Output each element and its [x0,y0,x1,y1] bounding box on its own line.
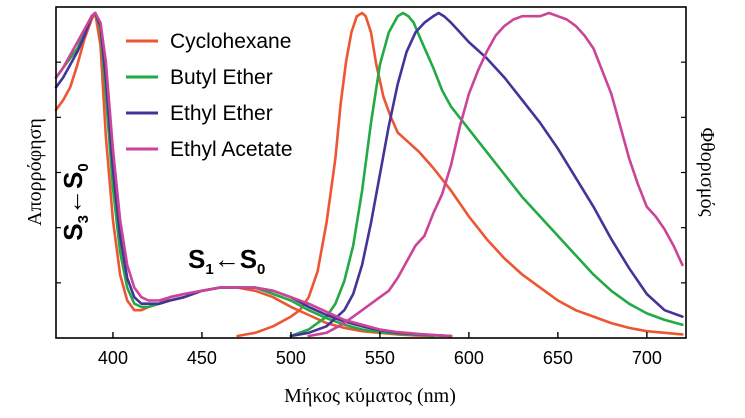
x-tick-label: 550 [365,348,395,368]
series-line-fluorescence [236,11,684,338]
legend-label: Ethyl Ether [170,102,273,125]
series-line-fluorescence [289,11,684,338]
y-axis-title-left: Απορρόφηση [24,118,46,226]
x-tick-label: 450 [187,348,217,368]
plot-area [54,11,684,338]
series-line-absorption [54,11,435,338]
series-line-fluorescence [307,11,684,338]
series-line-fluorescence [289,11,684,338]
series-line-absorption [54,11,453,338]
x-tick-label: 650 [543,348,573,368]
legend-label: Cyclohexane [170,30,291,53]
y-axis-title-right: Φθορισμός [696,128,718,217]
x-axis-title: Μήκος κύματος (nm) [284,385,456,407]
s3-transition-label: S3←S0 [58,163,92,240]
legend-label: Butyl Ether [170,66,273,89]
x-tick-label: 400 [98,348,128,368]
x-tick-label: 600 [454,348,484,368]
x-axis: 400 450 500 550 600 650 700 [56,61,686,368]
x-tick-label: 500 [276,348,306,368]
s1-transition-label: S1←S0 [188,244,265,278]
x-tick-label: 700 [632,348,662,368]
legend-label: Ethyl Acetate [170,138,293,161]
plot-frame [55,6,687,339]
legend: Cyclohexane Butyl Ether Ethyl Ether Ethyl A… [126,30,293,161]
